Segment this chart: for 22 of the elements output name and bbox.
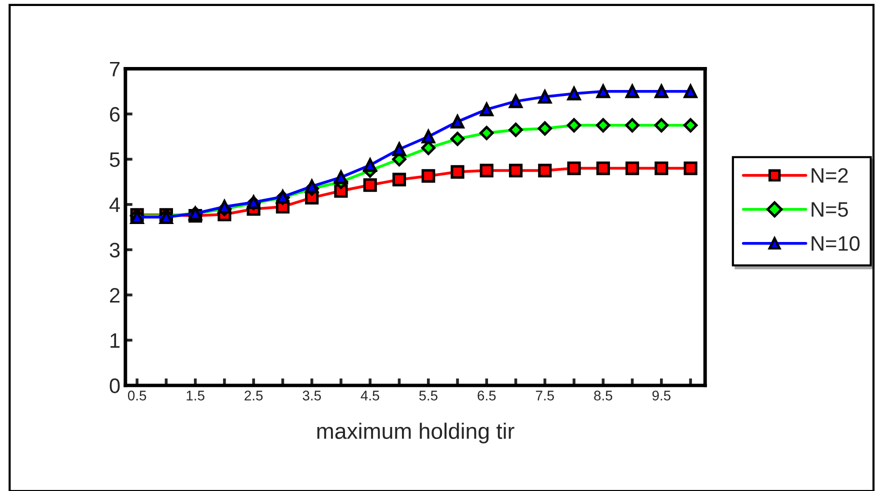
x-axis-title: maximum holding tir <box>317 422 514 444</box>
x-tick-label: 4.5 <box>360 390 380 400</box>
y-tick-label: 1 <box>110 333 120 348</box>
y-tick-label: 6 <box>110 106 120 122</box>
y-tick-label: 0 <box>110 378 120 394</box>
legend-label: N=2 <box>812 168 848 183</box>
x-tick-label: 0.5 <box>128 390 146 400</box>
x-tick-label: 3.5 <box>302 390 321 400</box>
y-tick-label: 4 <box>109 198 120 212</box>
y-tick-label: 2 <box>110 288 120 302</box>
x-tick-label: 5.5 <box>419 390 438 400</box>
legend-label: N=5 <box>812 202 848 217</box>
x-tick-label: 6.5 <box>478 390 496 400</box>
x-tick-label: 7.5 <box>536 390 554 400</box>
y-tick-label: 3 <box>110 242 120 258</box>
y-tick-label: 7 <box>110 62 120 76</box>
x-tick-label: 9.5 <box>652 390 670 400</box>
x-tick-label: 1.5 <box>186 390 204 400</box>
legend-label: N=10 <box>812 236 860 251</box>
x-tick-label: 2.5 <box>244 390 263 400</box>
y-tick-label: 5 <box>110 152 120 167</box>
x-tick-label: 8.5 <box>594 390 612 400</box>
